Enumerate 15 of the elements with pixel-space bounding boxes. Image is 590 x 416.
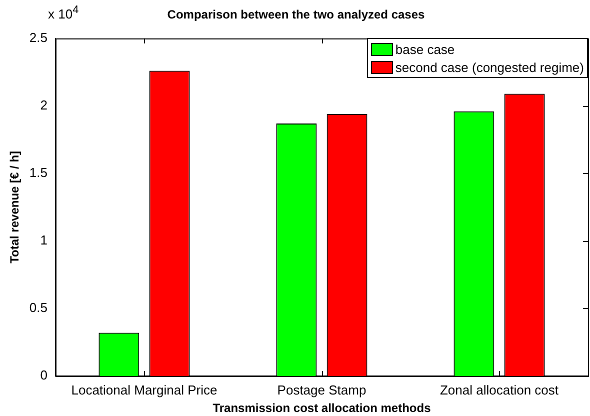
y-tick-label: 0.5 bbox=[29, 300, 48, 316]
y-axis-title: Total revenue [€ / h] bbox=[8, 150, 22, 264]
y-tick-label: 1 bbox=[40, 232, 48, 248]
y-tick-label: 1.5 bbox=[29, 165, 48, 180]
legend-label: base case bbox=[395, 42, 455, 57]
legend-label: second case (congested regime) bbox=[395, 60, 584, 75]
y-tick-label: 0 bbox=[40, 368, 48, 383]
y-tick-label: 2.5 bbox=[29, 30, 48, 45]
x-tick-label: Zonal allocation cost bbox=[440, 382, 559, 398]
x-tick-label: Postage Stamp bbox=[277, 382, 366, 398]
x-axis-title: Transmission cost allocation methods bbox=[212, 401, 432, 416]
text: x 10$^{4}$ bbox=[48, 4, 79, 22]
x-tick-label: Locational Marginal Price bbox=[71, 382, 218, 398]
y-tick-label: 2 bbox=[40, 98, 48, 112]
chart-title: Comparison between the two analyzed cases bbox=[167, 8, 426, 22]
